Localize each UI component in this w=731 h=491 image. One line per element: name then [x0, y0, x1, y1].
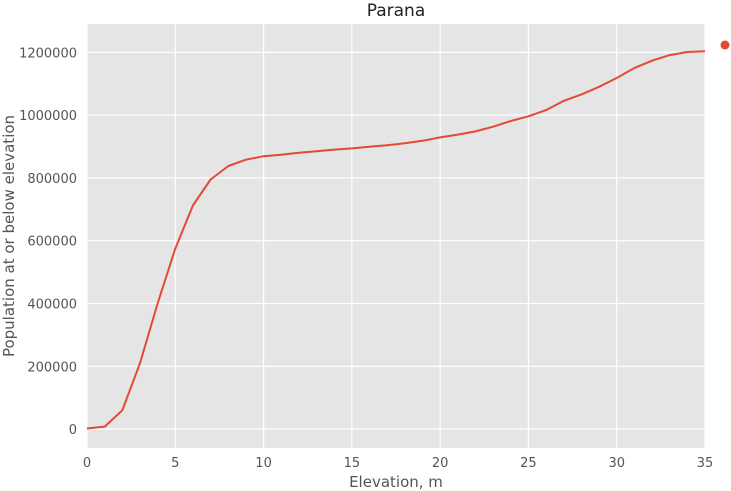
x-tick-label: 15: [344, 456, 361, 471]
y-tick-label: 800000: [27, 172, 77, 187]
x-tick-label: 20: [432, 456, 449, 471]
y-tick-label: 1200000: [19, 46, 77, 61]
x-tick-label: 25: [520, 456, 537, 471]
y-tick-label: 1000000: [19, 109, 77, 124]
plot-area: [87, 24, 705, 448]
x-tick-label: 35: [697, 456, 714, 471]
x-tick-label: 10: [255, 456, 272, 471]
y-tick-label: 600000: [27, 235, 77, 250]
y-tick-label: 200000: [27, 360, 77, 375]
chart-title: Parana: [367, 1, 426, 21]
x-tick-label: 5: [171, 456, 179, 471]
tick-labels: 0 5 10 15 20 25 30 35 0 200000 400000 600000 800000 1…: [19, 46, 713, 471]
legend-marker: [720, 40, 730, 50]
grid-lines: [86, 24, 706, 448]
y-tick-label: 0: [69, 423, 77, 438]
series-line: [86, 50, 706, 430]
x-axis-title: Elevation, m: [349, 473, 443, 491]
y-axis-title: Population at or below elevation: [0, 115, 18, 357]
y-tick-label: 400000: [27, 298, 77, 313]
x-tick-label: 30: [608, 456, 625, 471]
series-layer: [86, 50, 706, 430]
x-tick-label: 0: [83, 456, 91, 471]
